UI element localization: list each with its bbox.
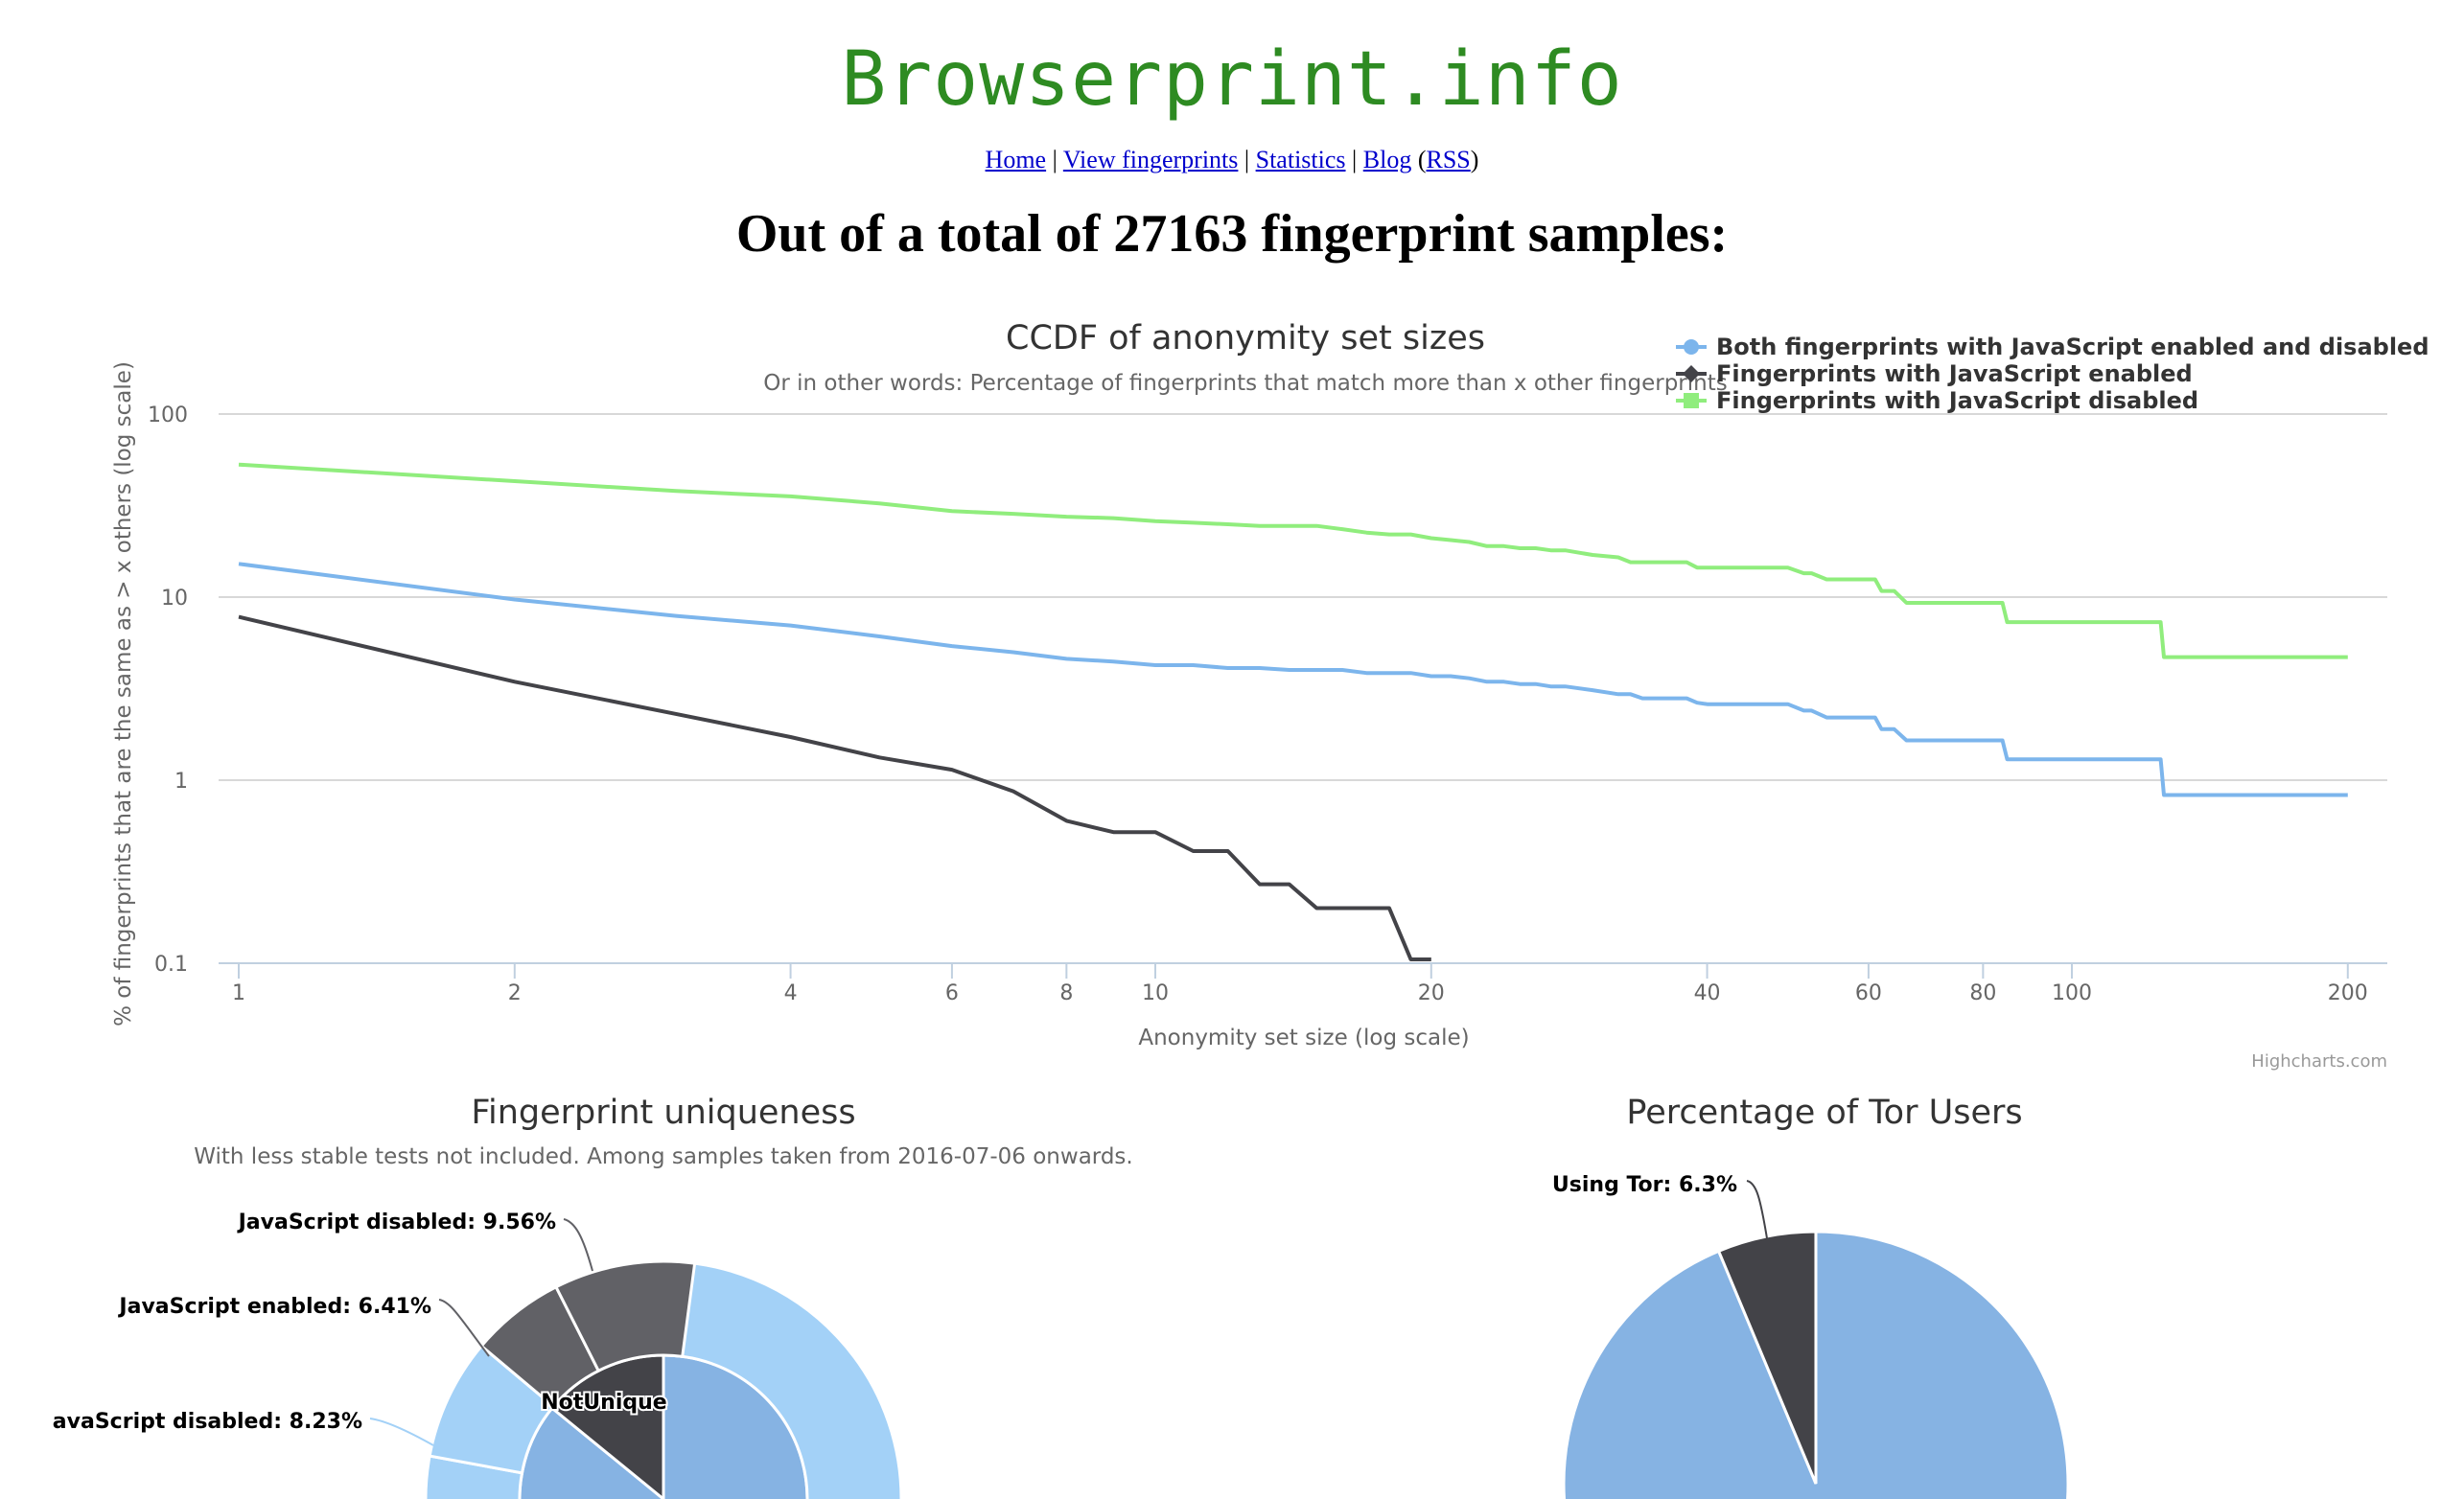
slice-label-js-enabled-notunique: JavaScript enabled: 6.41%: [117, 1295, 431, 1319]
outer-slice-0[interactable]: [424, 1259, 903, 1499]
tor-chart: Percentage of Tor Users Using Tor: 6.3%: [1552, 1094, 2070, 1499]
uniqueness-subtitle: With less stable tests not included. Amo…: [194, 1144, 1132, 1169]
nav-bar: Home | View fingerprints | Statistics | …: [0, 146, 2464, 174]
x-tick-label: 40: [1694, 981, 1721, 1005]
x-tick-label: 60: [1855, 981, 1882, 1005]
x-tick-label: 8: [1059, 981, 1073, 1005]
ccdf-series-lines: [238, 462, 2348, 961]
legend-item-1[interactable]: Fingerprints with JavaScript enabled: [1676, 360, 2193, 387]
uniqueness-chart: Fingerprint uniqueness With less stable …: [53, 1094, 1133, 1499]
x-tick-label: 10: [1142, 981, 1169, 1005]
ccdf-y-axis-label: % of fingerprints that are the same as >…: [111, 361, 136, 1026]
nav-statistics-link[interactable]: Statistics: [1255, 146, 1346, 173]
series-line-1[interactable]: [238, 614, 1431, 961]
label-connector: [369, 1418, 434, 1446]
circle-marker-icon: [1684, 339, 1699, 355]
x-tick-label: 20: [1418, 981, 1445, 1005]
series-line-2[interactable]: [238, 462, 2348, 659]
nav-home-link[interactable]: Home: [985, 146, 1047, 173]
ccdf-legend: Both fingerprints with JavaScript enable…: [1676, 334, 2429, 414]
nav-blog-link[interactable]: Blog: [1362, 146, 1412, 173]
ccdf-title: CCDF of anonymity set sizes: [1006, 319, 1485, 357]
ccdf-subtitle: Or in other words: Percentage of fingerp…: [763, 371, 1727, 396]
y-tick-label: 1: [174, 770, 188, 794]
ccdf-chart: CCDF of anonymity set sizes Or in other …: [111, 319, 2429, 1072]
slice-label-js-disabled-unique: avaScript disabled: 8.23%: [53, 1410, 362, 1434]
x-tick-label: 4: [784, 981, 798, 1005]
highcharts-credit-link[interactable]: Highcharts.com: [2251, 1051, 2387, 1072]
nav-paren-open: (: [1417, 146, 1427, 173]
legend-item-0[interactable]: Both fingerprints with JavaScript enable…: [1676, 334, 2429, 360]
series-line-0[interactable]: [238, 562, 2348, 797]
label-connector: [563, 1218, 593, 1272]
pie-slice-not-tor[interactable]: [1562, 1230, 2070, 1499]
nav-separator: |: [1052, 146, 1058, 173]
outer-slice-3[interactable]: [553, 1259, 697, 1373]
legend-label: Fingerprints with JavaScript enabled: [1716, 360, 2193, 387]
x-tick-label: 200: [2328, 981, 2368, 1005]
nav-view-fingerprints-link[interactable]: View fingerprints: [1062, 146, 1239, 173]
legend-label: Fingerprints with JavaScript disabled: [1716, 387, 2198, 414]
legend-label: Both fingerprints with JavaScript enable…: [1716, 334, 2429, 360]
tor-title: Percentage of Tor Users: [1626, 1094, 2022, 1132]
nav-separator: |: [1352, 146, 1358, 173]
x-tick-label: 6: [945, 981, 959, 1005]
nav-paren-close: ): [1470, 146, 1479, 173]
square-marker-icon: [1684, 393, 1699, 408]
ccdf-x-axis-label: Anonymity set size (log scale): [1138, 1026, 1469, 1050]
legend-item-2[interactable]: Fingerprints with JavaScript disabled: [1676, 387, 2198, 414]
slice-label-js-disabled-notunique: JavaScript disabled: 9.56%: [237, 1211, 556, 1234]
x-tick-label: 100: [2052, 981, 2092, 1005]
x-tick-label: 1: [232, 981, 245, 1005]
ccdf-x-axis: 1 2 4 6 8 10 20 40 60 80 100 200: [219, 962, 2387, 1005]
page-headline: Out of a total of 27163 fingerprint samp…: [735, 204, 1729, 264]
nav-separator: |: [1244, 146, 1250, 173]
uniqueness-donut[interactable]: JavaScript disabled: 9.56% JavaScript ena…: [53, 1211, 903, 1499]
label-connector: [1746, 1180, 1768, 1239]
y-tick-label: 0.1: [154, 953, 188, 977]
ccdf-y-axis: 0.1 1 10 100: [148, 404, 188, 977]
x-tick-label: 80: [1969, 981, 1996, 1005]
tor-pie[interactable]: Using Tor: 6.3%: [1552, 1173, 2070, 1499]
y-tick-label: 10: [161, 587, 188, 611]
site-title: Browserprint.info: [841, 36, 1623, 123]
diamond-marker-icon: [1683, 365, 1700, 382]
y-tick-label: 100: [148, 404, 188, 427]
slice-label-using-tor: Using Tor: 6.3%: [1552, 1173, 1737, 1197]
x-tick-label: 2: [508, 981, 522, 1005]
uniqueness-title: Fingerprint uniqueness: [471, 1094, 855, 1132]
slice-label-notunique: NotUnique: [541, 1391, 666, 1415]
nav-rss-link[interactable]: RSS: [1426, 146, 1471, 173]
label-connector: [438, 1299, 490, 1357]
